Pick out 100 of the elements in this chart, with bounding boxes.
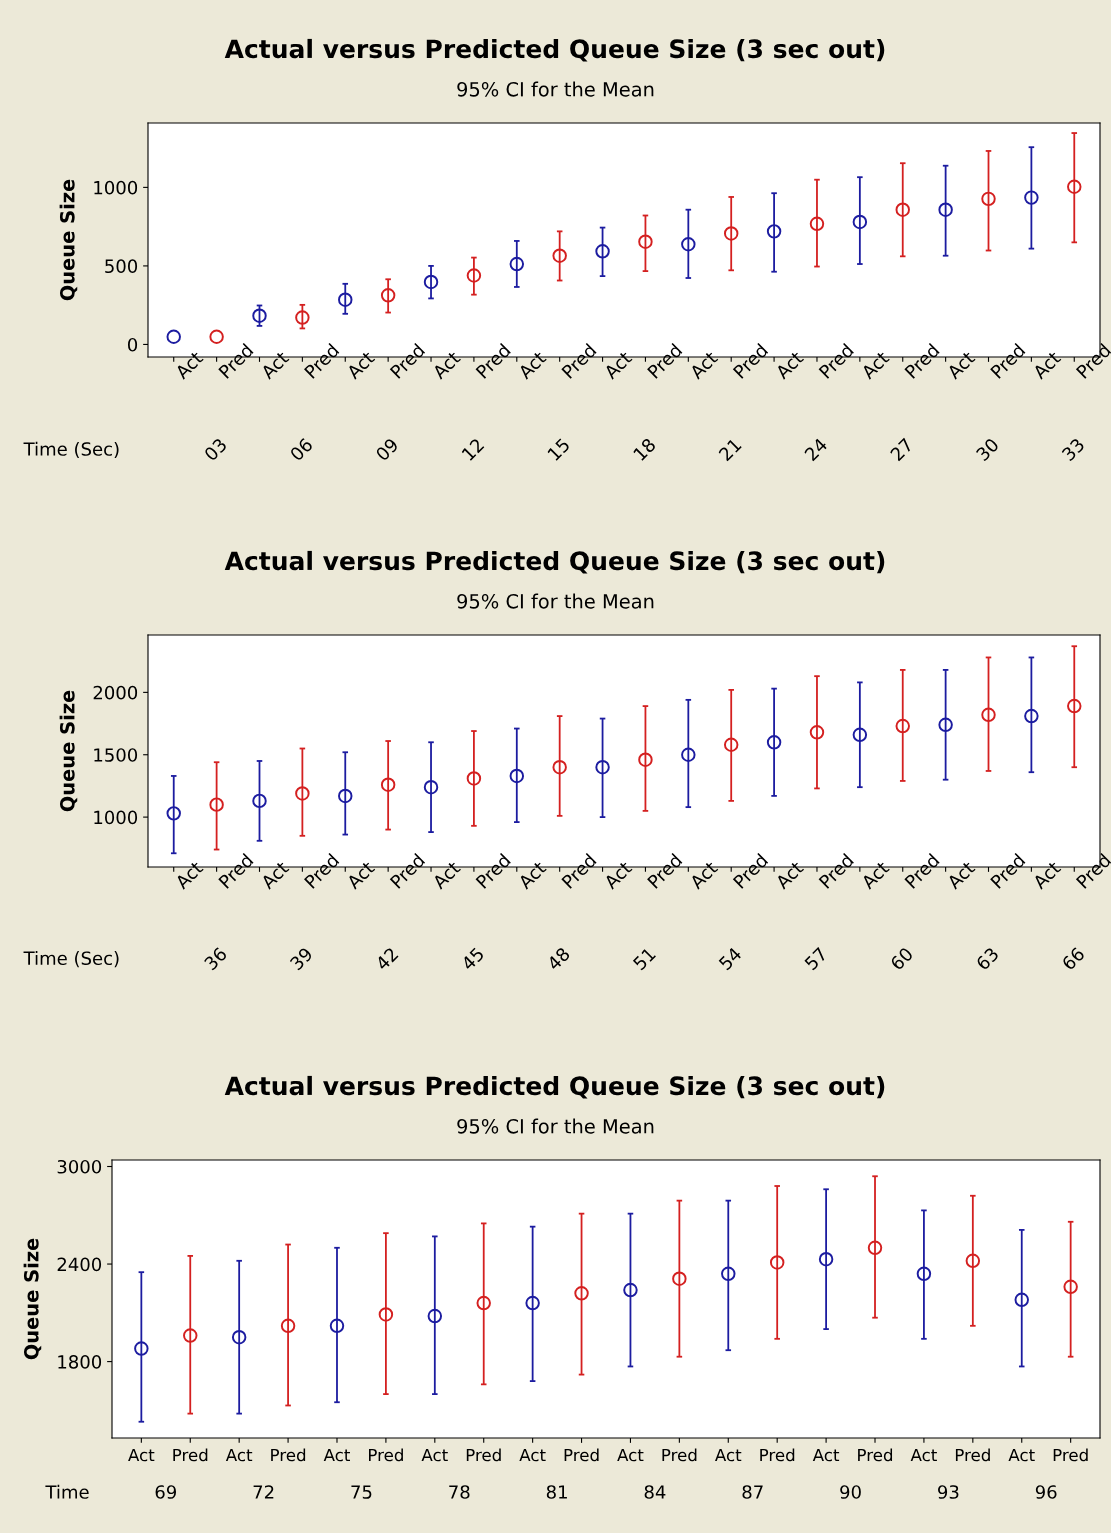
x-tick-label: Act (1031, 860, 1062, 890)
x-tick-label: Act (603, 350, 633, 380)
point (595, 760, 610, 775)
text: 63 (975, 946, 1000, 971)
x-tick-label: Act (617, 1448, 644, 1462)
x-tick-label: Pred (760, 1448, 795, 1462)
x-tick-label: Act (345, 860, 376, 890)
chart-subtitle: 95% CI for the Mean (457, 593, 654, 609)
text: 15 (547, 437, 571, 462)
point (766, 735, 782, 750)
text: 78 (449, 1485, 470, 1499)
point (423, 274, 439, 290)
point (981, 707, 996, 723)
y-tick-label: 1000 (94, 810, 138, 825)
text: 69 (155, 1485, 177, 1499)
text: 36 (203, 946, 228, 971)
y-axis-title: Queue Size (59, 690, 78, 812)
x-tick-label: Act (603, 860, 633, 890)
text: 12 (461, 437, 485, 461)
point (423, 779, 439, 795)
text: 27 (889, 437, 914, 462)
x-tick-label: Act (688, 350, 719, 380)
text: 93 (938, 1485, 959, 1499)
point (329, 1318, 345, 1334)
point (280, 1318, 296, 1334)
text: 06 (289, 437, 314, 462)
x-axis-title: Time (Sec) (23, 441, 119, 458)
x-axis-title: Time (45, 1484, 89, 1499)
point (672, 1271, 687, 1286)
point (638, 752, 653, 767)
point (895, 718, 910, 734)
point (166, 806, 181, 821)
point (574, 1286, 589, 1301)
x-tick-label: Act (174, 860, 204, 890)
x-tick-label: Act (860, 860, 890, 890)
point (252, 308, 267, 323)
point (938, 717, 953, 733)
x-tick-label: Act (774, 860, 805, 890)
text: 39 (289, 946, 314, 971)
point (166, 329, 181, 344)
text: 30 (975, 437, 1000, 462)
y-tick-label: 500 (105, 259, 138, 274)
point (380, 288, 396, 303)
point (721, 1266, 736, 1282)
x-tick-label: Pred (1053, 1448, 1088, 1462)
text: 87 (742, 1485, 763, 1499)
point (509, 256, 525, 272)
text: 51 (632, 947, 657, 971)
point (338, 788, 353, 804)
x-tick-label: Act (946, 350, 976, 380)
x-tick-label: Act (517, 350, 547, 380)
point (209, 797, 224, 812)
chart-title: Actual versus Predicted Queue Size (3 sec out) (224, 550, 885, 574)
point (209, 329, 224, 344)
x-tick-label: Act (421, 1448, 448, 1462)
text: 48 (546, 946, 571, 971)
point (769, 1255, 785, 1270)
point (552, 248, 567, 263)
x-tick-label: Pred (858, 1448, 893, 1462)
text: 90 (840, 1485, 861, 1499)
point (938, 202, 953, 217)
point (723, 226, 739, 241)
x-tick-label: Act (259, 350, 290, 380)
point (852, 727, 868, 742)
y-tick-label: 0 (127, 337, 138, 352)
point (231, 1329, 247, 1345)
text: 24 (803, 437, 828, 462)
point (681, 747, 696, 762)
x-tick-label: Act (431, 350, 462, 380)
text: 81 (546, 1485, 567, 1499)
point (476, 1295, 491, 1311)
x-tick-label: Pred (662, 1448, 697, 1462)
x-tick-label: Act (225, 1448, 253, 1462)
x-tick-label: Act (774, 350, 805, 380)
x-tick-label: Act (812, 1448, 840, 1462)
point (981, 191, 996, 207)
text: 45 (460, 947, 485, 971)
x-tick-label: Act (259, 860, 290, 890)
point (378, 1307, 394, 1322)
x-axis-title: Time (Sec) (23, 951, 119, 968)
x-tick-label: Act (910, 1448, 937, 1462)
x-tick-label: Act (323, 1448, 350, 1462)
point (1067, 698, 1082, 714)
x-tick-label: Pred (466, 1448, 501, 1462)
point (965, 1253, 981, 1269)
point (252, 793, 267, 809)
text: 18 (632, 437, 657, 462)
point (623, 1282, 638, 1298)
chart-subtitle: 95% CI for the Mean (457, 1118, 654, 1134)
point (427, 1308, 443, 1324)
y-tick-label: 1500 (94, 748, 138, 762)
x-tick-label: Pred (271, 1448, 306, 1462)
x-tick-label: Act (431, 860, 462, 890)
y-tick-label: 2400 (57, 1257, 102, 1272)
point (809, 216, 825, 232)
point (852, 214, 868, 230)
point (295, 310, 310, 325)
point (1014, 1292, 1029, 1308)
text: 96 (1035, 1485, 1057, 1499)
point (295, 786, 310, 801)
